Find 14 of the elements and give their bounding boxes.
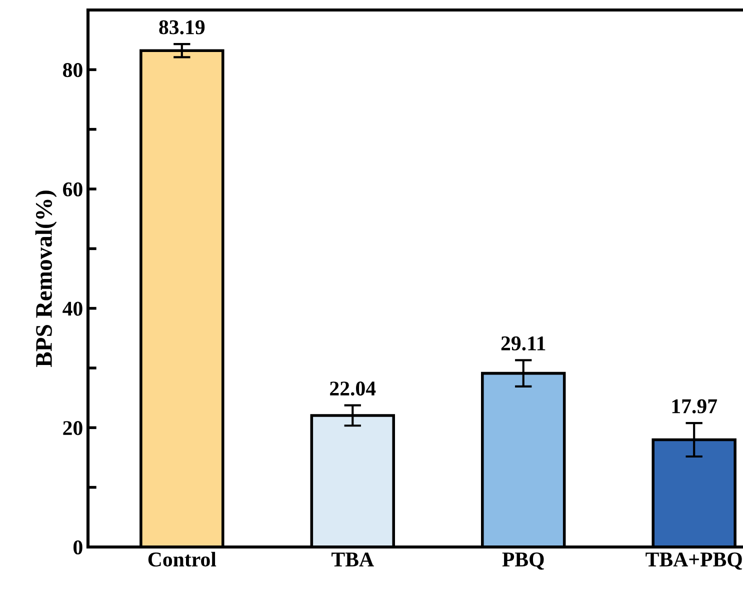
y-tick-label: 60: [63, 182, 82, 196]
y-tick-label: 40: [62, 302, 82, 316]
data-label: 83.19: [159, 20, 205, 34]
y-axis-title: BPS Removal(%): [35, 190, 57, 367]
x-tick-label: Control: [148, 552, 216, 567]
data-label: 22.04: [330, 382, 376, 396]
data-label: 17.97: [672, 399, 718, 414]
y-tick-label: 80: [63, 63, 82, 78]
x-tick-label: TBA: [332, 552, 374, 566]
y-tick-label: 20: [63, 421, 82, 436]
x-tick-label: PBQ: [502, 552, 544, 570]
data-label: 29.11: [501, 336, 546, 350]
x-tick-label: TBA+PBQ: [646, 552, 742, 570]
y-tick-label: 0: [74, 540, 82, 554]
